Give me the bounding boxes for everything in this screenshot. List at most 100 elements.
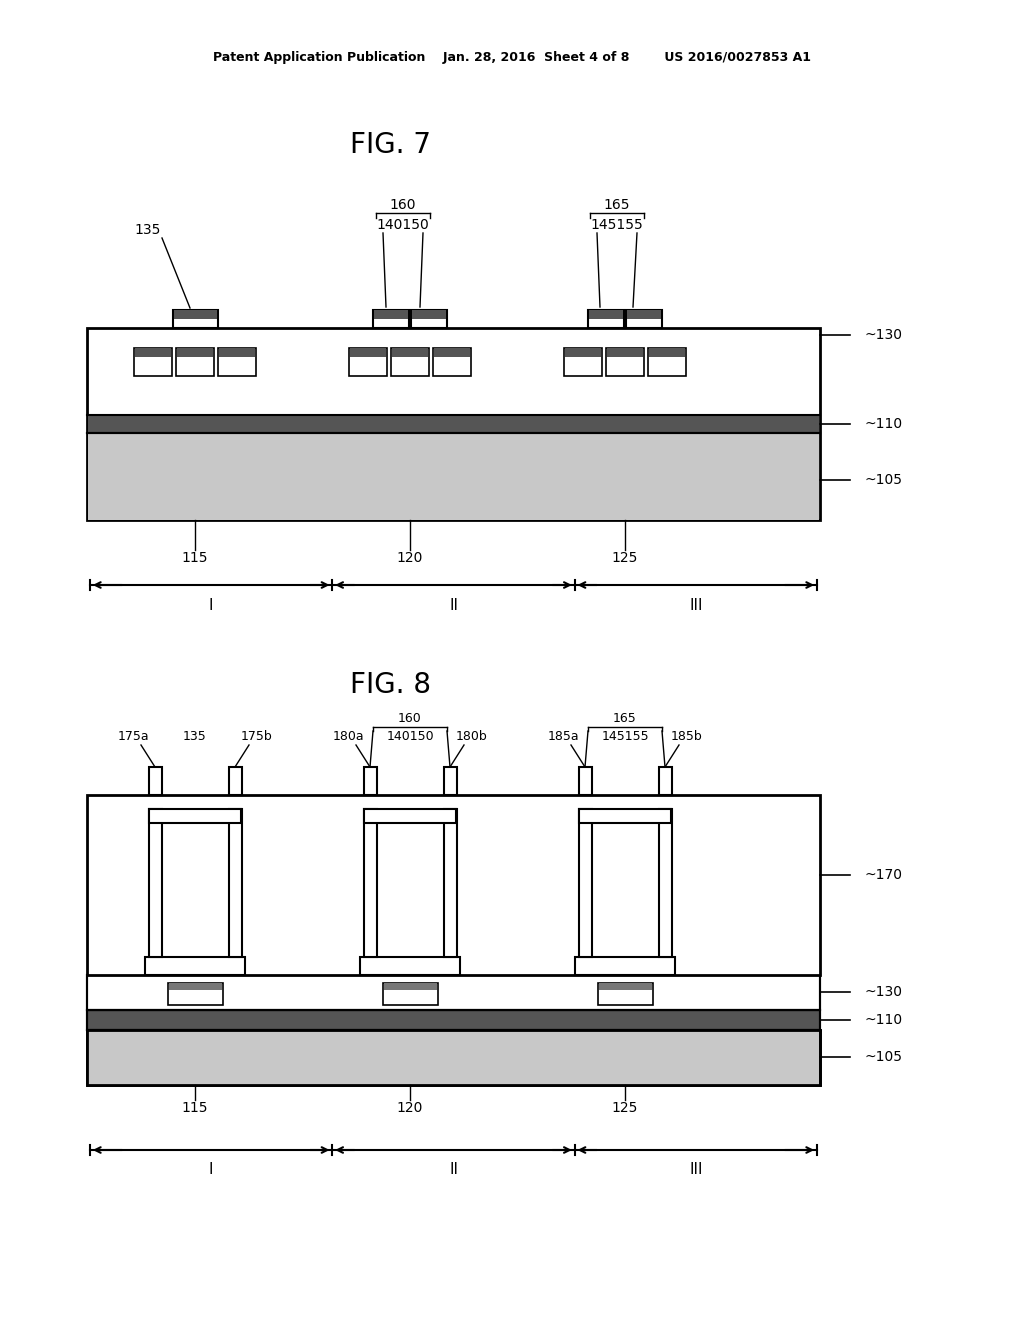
Text: 115: 115 — [181, 550, 208, 565]
Text: 115: 115 — [181, 1101, 208, 1115]
Text: FIG. 8: FIG. 8 — [349, 671, 430, 700]
Text: 125: 125 — [611, 550, 638, 565]
Bar — [87, 1030, 820, 1085]
Text: 175b: 175b — [241, 730, 272, 743]
Text: 185b: 185b — [671, 730, 702, 743]
Bar — [229, 767, 242, 795]
Text: 165: 165 — [604, 198, 630, 213]
Bar — [150, 809, 162, 957]
Text: ~110: ~110 — [865, 417, 903, 432]
Text: 125: 125 — [611, 1101, 638, 1115]
Bar — [412, 310, 446, 319]
Bar — [659, 767, 672, 795]
Text: ~130: ~130 — [865, 985, 903, 999]
Bar — [88, 414, 819, 433]
Bar — [598, 983, 653, 1005]
Text: I: I — [209, 1163, 213, 1177]
Text: 160: 160 — [390, 198, 416, 213]
Bar — [391, 348, 429, 376]
Bar — [579, 767, 592, 795]
Bar — [433, 348, 471, 376]
Text: I: I — [209, 598, 213, 612]
Bar — [364, 809, 456, 822]
Text: 120: 120 — [397, 550, 423, 565]
Bar — [350, 348, 386, 356]
Bar — [87, 795, 820, 975]
Bar — [606, 348, 644, 376]
Bar — [364, 809, 377, 957]
Bar — [87, 327, 820, 520]
Text: 145155: 145155 — [601, 730, 649, 743]
Bar — [88, 1030, 819, 1085]
Bar — [145, 957, 245, 975]
Text: III: III — [689, 598, 702, 612]
Bar — [383, 983, 438, 1005]
Bar — [444, 767, 457, 795]
Text: Patent Application Publication    Jan. 28, 2016  Sheet 4 of 8        US 2016/002: Patent Application Publication Jan. 28, … — [213, 51, 811, 65]
Text: FIG. 7: FIG. 7 — [349, 131, 430, 158]
Bar — [349, 348, 387, 376]
Bar — [87, 975, 820, 1010]
Text: 145155: 145155 — [591, 218, 643, 232]
Bar — [174, 310, 217, 319]
Bar — [607, 348, 643, 356]
Bar — [626, 310, 662, 327]
Text: III: III — [689, 1163, 702, 1177]
Bar — [565, 348, 601, 356]
Bar — [219, 348, 255, 356]
Text: 165: 165 — [613, 713, 637, 726]
Bar — [444, 809, 457, 957]
Text: 160: 160 — [398, 713, 422, 726]
Bar — [88, 433, 819, 520]
Text: 180a: 180a — [332, 730, 364, 743]
Text: ~105: ~105 — [865, 473, 903, 487]
Bar — [384, 983, 437, 990]
Bar — [575, 957, 675, 975]
Text: 180b: 180b — [456, 730, 487, 743]
Bar — [373, 310, 409, 327]
Text: 140150: 140150 — [386, 730, 434, 743]
Text: ~110: ~110 — [865, 1012, 903, 1027]
Bar — [173, 310, 218, 327]
Text: 185a: 185a — [547, 730, 579, 743]
Text: II: II — [449, 1163, 458, 1177]
Bar — [579, 809, 671, 822]
Text: 135: 135 — [135, 223, 161, 238]
Bar — [627, 310, 662, 319]
Text: II: II — [449, 598, 458, 612]
Bar — [87, 1030, 820, 1085]
Bar — [169, 983, 222, 990]
Bar — [87, 1010, 820, 1030]
Bar — [87, 975, 820, 1010]
Bar — [392, 348, 428, 356]
Bar — [176, 348, 214, 376]
Text: ~105: ~105 — [865, 1049, 903, 1064]
Bar — [150, 809, 241, 822]
Bar — [360, 957, 460, 975]
Bar — [648, 348, 686, 376]
Text: 135: 135 — [183, 730, 207, 743]
Bar — [218, 348, 256, 376]
Bar — [411, 310, 447, 327]
Bar — [589, 310, 623, 319]
Bar — [364, 767, 377, 795]
Text: 120: 120 — [397, 1101, 423, 1115]
Bar — [434, 348, 470, 356]
Bar — [168, 983, 223, 1005]
Text: 175a: 175a — [117, 730, 148, 743]
Bar — [134, 348, 172, 376]
Bar — [659, 809, 672, 957]
Bar — [150, 767, 162, 795]
Bar — [579, 809, 592, 957]
Bar — [374, 310, 408, 319]
Bar — [229, 809, 242, 957]
Bar — [588, 310, 624, 327]
Text: ~130: ~130 — [865, 327, 903, 342]
Text: ~170: ~170 — [865, 869, 903, 882]
Bar — [177, 348, 213, 356]
Bar — [135, 348, 171, 356]
Bar — [564, 348, 602, 376]
Text: 140150: 140150 — [377, 218, 429, 232]
Bar — [649, 348, 685, 356]
Bar — [599, 983, 652, 990]
